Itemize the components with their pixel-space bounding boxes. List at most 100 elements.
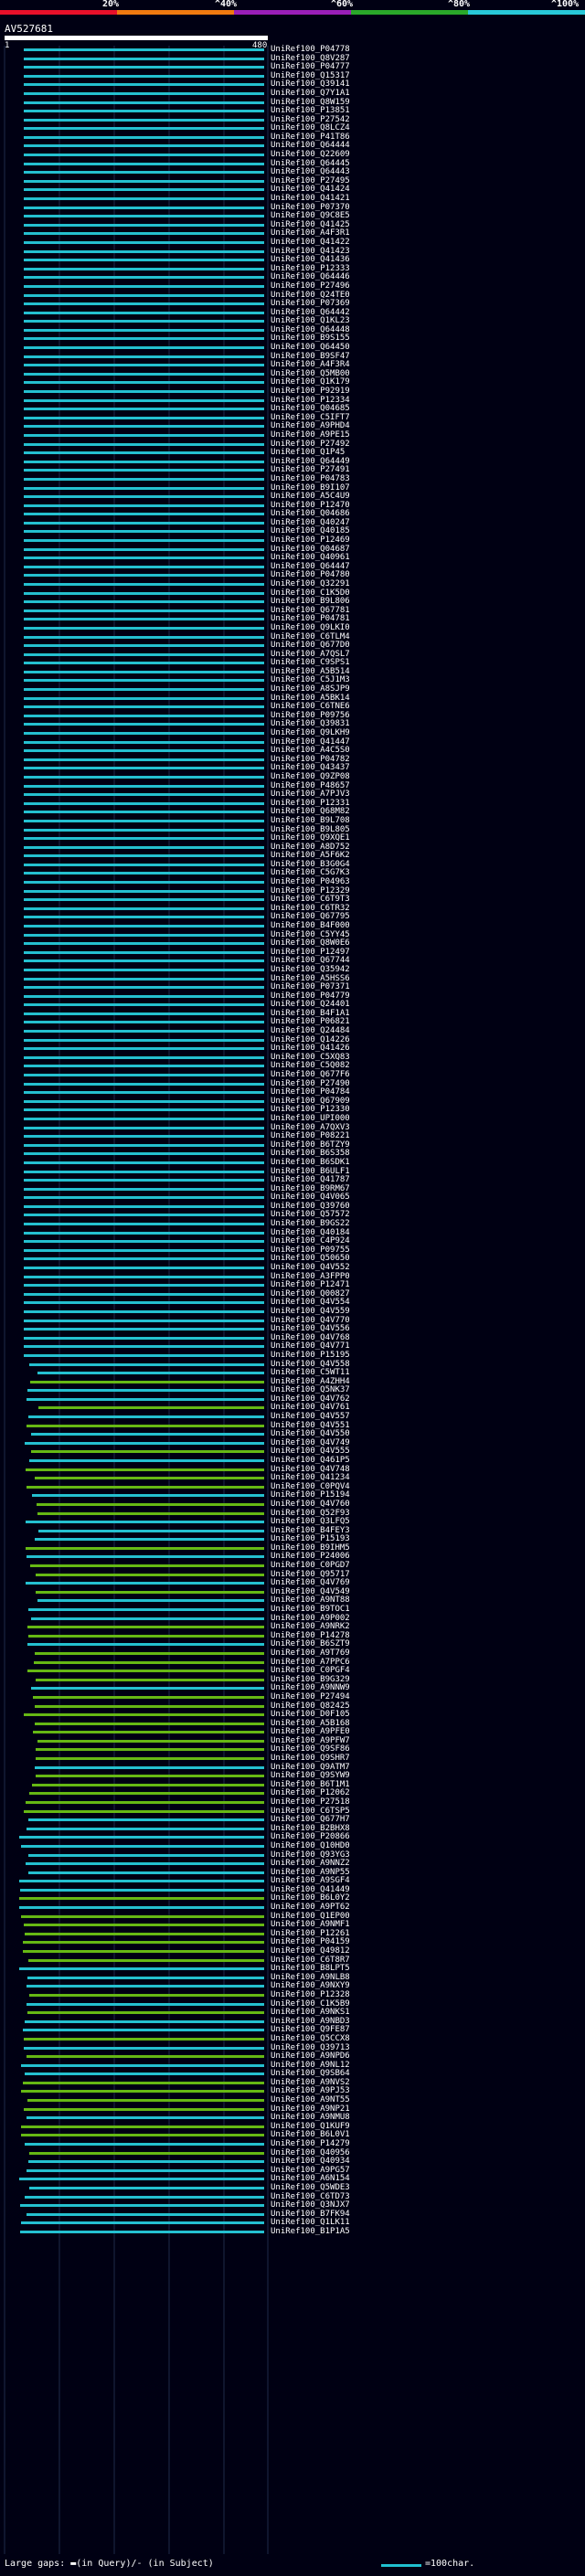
hit-label[interactable]: UniRef100_Q64448 xyxy=(271,325,350,334)
hit-label[interactable]: UniRef100_A8D752 xyxy=(271,843,350,852)
hit-label[interactable]: UniRef100_Q4V555 xyxy=(271,1447,350,1456)
hit-label[interactable]: UniRef100_B9RM67 xyxy=(271,1184,350,1193)
hit-label[interactable]: UniRef100_B9GS22 xyxy=(271,1219,350,1228)
hit-label[interactable]: UniRef100_A9NNW9 xyxy=(271,1683,350,1692)
hit-label[interactable]: UniRef100_P04779 xyxy=(271,991,350,1001)
hit-label[interactable]: UniRef100_Q57572 xyxy=(271,1210,350,1219)
hit-label[interactable]: UniRef100_Q8W0E6 xyxy=(271,938,350,948)
hit-label[interactable]: UniRef100_Q9LKI0 xyxy=(271,623,350,632)
hit-label[interactable]: UniRef100_Q00827 xyxy=(271,1289,350,1299)
hit-label[interactable]: UniRef100_Q40184 xyxy=(271,1228,350,1237)
hit-label[interactable]: UniRef100_P09755 xyxy=(271,1246,350,1255)
hit-label[interactable]: UniRef100_P04777 xyxy=(271,62,350,71)
hit-label[interactable]: UniRef100_P08221 xyxy=(271,1131,350,1140)
hit-label[interactable]: UniRef100_A4C5S0 xyxy=(271,746,350,755)
hit-label[interactable]: UniRef100_Q9LKH9 xyxy=(271,728,350,737)
hit-label[interactable]: UniRef100_Q41234 xyxy=(271,1473,350,1482)
hit-label[interactable]: UniRef100_C0PQV4 xyxy=(271,1482,350,1491)
hit-label[interactable]: UniRef100_P27542 xyxy=(271,115,350,124)
hit-label[interactable]: UniRef100_Q4V559 xyxy=(271,1307,350,1316)
hit-label[interactable]: UniRef100_P12261 xyxy=(271,1929,350,1938)
hit-label[interactable]: UniRef100_P15194 xyxy=(271,1490,350,1500)
hit-label[interactable]: UniRef100_P27495 xyxy=(271,176,350,186)
hit-label[interactable]: UniRef100_B1P1A5 xyxy=(271,2227,350,2236)
hit-label[interactable]: UniRef100_A9NKS1 xyxy=(271,2008,350,2017)
hit-label[interactable]: UniRef100_Q1P45 xyxy=(271,448,346,457)
hit-label[interactable]: UniRef100_A9P002 xyxy=(271,1614,350,1623)
hit-label[interactable]: UniRef100_P12333 xyxy=(271,264,350,273)
hit-label[interactable]: UniRef100_B4F1A1 xyxy=(271,1009,350,1018)
hit-label[interactable]: UniRef100_P07370 xyxy=(271,203,350,212)
hit-label[interactable]: UniRef100_A7QSL7 xyxy=(271,650,350,659)
hit-label[interactable]: UniRef100_C0PGF4 xyxy=(271,1666,350,1675)
hit-label[interactable]: UniRef100_Q4V549 xyxy=(271,1587,350,1596)
hit-label[interactable]: UniRef100_A7PJV3 xyxy=(271,790,350,799)
hit-label[interactable]: UniRef100_C0PGD7 xyxy=(271,1561,350,1570)
hit-label[interactable]: UniRef100_Q1EP00 xyxy=(271,1912,350,1921)
hit-label[interactable]: UniRef100_C4P924 xyxy=(271,1236,350,1246)
hit-label[interactable]: UniRef100_B9TOC1 xyxy=(271,1605,350,1614)
hit-label[interactable]: UniRef100_UPI000 xyxy=(271,1114,350,1123)
hit-label[interactable]: UniRef100_P04784 xyxy=(271,1087,350,1097)
hit-label[interactable]: UniRef100_A7QXV3 xyxy=(271,1123,350,1132)
hit-label[interactable]: UniRef100_Q41425 xyxy=(271,220,350,229)
hit-label[interactable]: UniRef100_A9NPD6 xyxy=(271,2051,350,2061)
hit-label[interactable]: UniRef100_Q39713 xyxy=(271,2043,350,2052)
hit-label[interactable]: UniRef100_B3G0G4 xyxy=(271,860,350,869)
hit-label[interactable]: UniRef100_A9T769 xyxy=(271,1648,350,1658)
hit-label[interactable]: UniRef100_Q35942 xyxy=(271,965,350,974)
hit-label[interactable]: UniRef100_B8LPT5 xyxy=(271,1964,350,1973)
hit-label[interactable]: UniRef100_P06821 xyxy=(271,1017,350,1026)
hit-label[interactable]: UniRef100_P24006 xyxy=(271,1552,350,1561)
hit-label[interactable]: UniRef100_Q68M82 xyxy=(271,807,350,816)
hit-label[interactable]: UniRef100_B9I107 xyxy=(271,483,350,493)
hit-label[interactable]: UniRef100_B4FEY3 xyxy=(271,1526,350,1535)
hit-label[interactable]: UniRef100_Q22609 xyxy=(271,150,350,159)
hit-label[interactable]: UniRef100_Q50650 xyxy=(271,1254,350,1263)
hit-label[interactable]: UniRef100_Q14226 xyxy=(271,1035,350,1044)
hit-label[interactable]: UniRef100_Q9C8E5 xyxy=(271,211,350,220)
hit-label[interactable]: UniRef100_C5Q082 xyxy=(271,1061,350,1070)
hit-label[interactable]: UniRef100_Q4V554 xyxy=(271,1298,350,1307)
hit-label[interactable]: UniRef100_B2BHX8 xyxy=(271,1824,350,1833)
hit-label[interactable]: UniRef100_Q67781 xyxy=(271,606,350,615)
hit-label[interactable]: UniRef100_A7PPC6 xyxy=(271,1658,350,1667)
hit-label[interactable]: UniRef100_Q9FE87 xyxy=(271,2025,350,2034)
hit-label[interactable]: UniRef100_C6TSP5 xyxy=(271,1807,350,1816)
hit-label[interactable]: UniRef100_P14278 xyxy=(271,1631,350,1640)
hit-label[interactable]: UniRef100_Q64450 xyxy=(271,343,350,352)
hit-label[interactable]: UniRef100_B9L708 xyxy=(271,816,350,825)
hit-label[interactable]: UniRef100_Q9SF86 xyxy=(271,1744,350,1754)
hit-label[interactable]: UniRef100_A9SGF4 xyxy=(271,1876,350,1885)
hit-label[interactable]: UniRef100_A9PFW7 xyxy=(271,1736,350,1745)
hit-label[interactable]: UniRef100_Q4V769 xyxy=(271,1578,350,1587)
hit-label[interactable]: UniRef100_Q64444 xyxy=(271,141,350,150)
hit-label[interactable]: UniRef100_Q4V762 xyxy=(271,1394,350,1404)
hit-label[interactable]: UniRef100_Q04687 xyxy=(271,545,350,554)
hit-label[interactable]: UniRef100_Q4V760 xyxy=(271,1500,350,1509)
hit-label[interactable]: UniRef100_B6T1M1 xyxy=(271,1780,350,1789)
hit-label[interactable]: UniRef100_P12497 xyxy=(271,948,350,957)
hit-label[interactable]: UniRef100_P04159 xyxy=(271,1937,350,1946)
hit-label[interactable]: UniRef100_Q4V771 xyxy=(271,1341,350,1351)
hit-label[interactable]: UniRef100_C5G7K3 xyxy=(271,868,350,877)
hit-label[interactable]: UniRef100_B6L0V1 xyxy=(271,2130,350,2139)
hit-label[interactable]: UniRef100_A4ZHH4 xyxy=(271,1377,350,1386)
hit-label[interactable]: UniRef100_Q40247 xyxy=(271,518,350,527)
hit-label[interactable]: UniRef100_Q64442 xyxy=(271,308,350,317)
hit-label[interactable]: UniRef100_Q8V287 xyxy=(271,54,350,63)
hit-label[interactable]: UniRef100_Q4V749 xyxy=(271,1438,350,1447)
hit-label[interactable]: UniRef100_Q1LK11 xyxy=(271,2218,350,2227)
hit-label[interactable]: UniRef100_A3FPP0 xyxy=(271,1272,350,1281)
hit-label[interactable]: UniRef100_Q10HD0 xyxy=(271,1841,350,1850)
hit-label[interactable]: UniRef100_B6S358 xyxy=(271,1149,350,1158)
hit-label[interactable]: UniRef100_P12329 xyxy=(271,886,350,896)
hit-label[interactable]: UniRef100_Q9SYW9 xyxy=(271,1771,350,1780)
hit-label[interactable]: UniRef100_A5B168 xyxy=(271,1719,350,1728)
hit-label[interactable]: UniRef100_A5F6K2 xyxy=(271,851,350,860)
hit-label[interactable]: UniRef100_Q8W159 xyxy=(271,98,350,107)
hit-label[interactable]: UniRef100_A6N154 xyxy=(271,2174,350,2183)
hit-label[interactable]: UniRef100_B6TZY9 xyxy=(271,1140,350,1150)
hit-label[interactable]: UniRef100_Q24TE0 xyxy=(271,291,350,300)
hit-label[interactable]: UniRef100_Q52F93 xyxy=(271,1509,350,1518)
